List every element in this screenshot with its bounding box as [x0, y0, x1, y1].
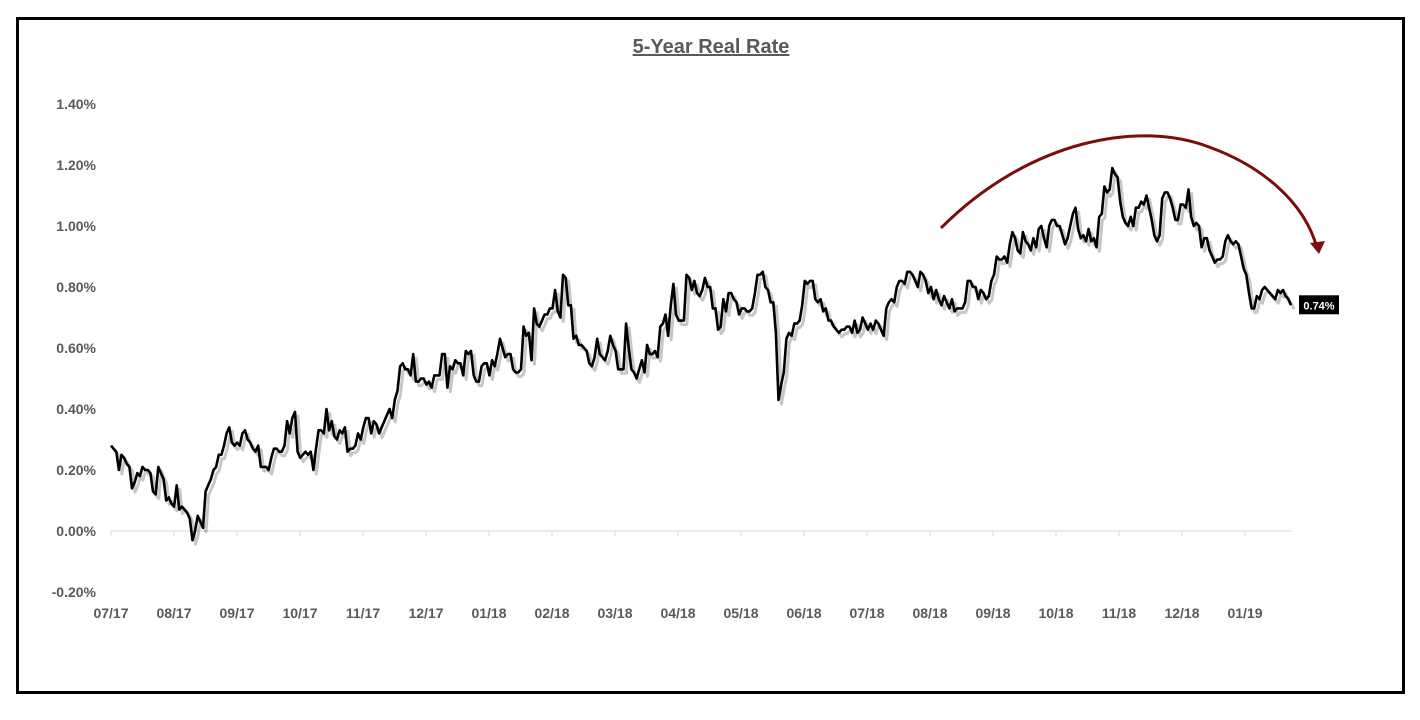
x-tick-label: 08/18: [912, 605, 947, 621]
x-tick-label: 05/18: [723, 605, 758, 621]
last-value-box: [1299, 295, 1339, 315]
x-tick-label: 02/18: [534, 605, 569, 621]
series-line: [110, 166, 1293, 542]
y-tick-label: 0.00%: [56, 523, 96, 539]
arrow-head-icon: [1310, 241, 1325, 254]
x-tick-label: 10/17: [282, 605, 317, 621]
y-tick-label: -0.20%: [52, 584, 97, 600]
annotation-group: 0.74%: [939, 134, 1339, 315]
series-group: [110, 166, 1296, 546]
x-tick-label: 01/18: [471, 605, 506, 621]
chart-title: 5-Year Real Rate: [633, 36, 790, 58]
x-axis: 07/17 08/17 09/17 10/17 11/17 12/17 01/18 02/18…: [93, 530, 1292, 621]
chart-frame: 5-Year Real Rate 1.40% 1.20% 1.00% 0.80% 0.6…: [16, 17, 1405, 694]
y-tick-label: 1.20%: [56, 157, 96, 173]
y-tick-label: 0.40%: [56, 401, 96, 417]
x-tick-label: 03/18: [597, 605, 632, 621]
y-tick-label: 1.40%: [56, 96, 96, 112]
x-tick-label: 11/17: [346, 605, 380, 621]
y-axis: 1.40% 1.20% 1.00% 0.80% 0.60% 0.40% 0.20% 0.00%…: [52, 96, 97, 600]
series-line-shadow: [112, 170, 1296, 546]
x-tick-label: 09/18: [975, 605, 1010, 621]
last-value-label: 0.74%: [1303, 300, 1334, 312]
x-tick-label: 07/18: [849, 605, 884, 621]
y-tick-label: 0.60%: [56, 340, 96, 356]
chart-svg: 5-Year Real Rate 1.40% 1.20% 1.00% 0.80% 0.6…: [52, 36, 1339, 621]
x-tick-label: 04/18: [660, 605, 695, 621]
x-tick-label: 01/19: [1227, 605, 1262, 621]
x-tick-label: 12/18: [1164, 605, 1199, 621]
x-tick-label: 11/18: [1102, 605, 1136, 621]
x-tick-label: 09/17: [219, 605, 254, 621]
x-tick-label: 08/17: [156, 605, 191, 621]
x-tick-label: 07/17: [93, 605, 128, 621]
x-tick-label: 12/17: [408, 605, 443, 621]
trend-arc-arrow: [939, 134, 1319, 249]
y-tick-label: 0.80%: [56, 279, 96, 295]
x-tick-label: 10/18: [1038, 605, 1073, 621]
y-tick-label: 1.00%: [56, 218, 96, 234]
y-tick-label: 0.20%: [56, 462, 96, 478]
x-tick-label: 06/18: [786, 605, 821, 621]
